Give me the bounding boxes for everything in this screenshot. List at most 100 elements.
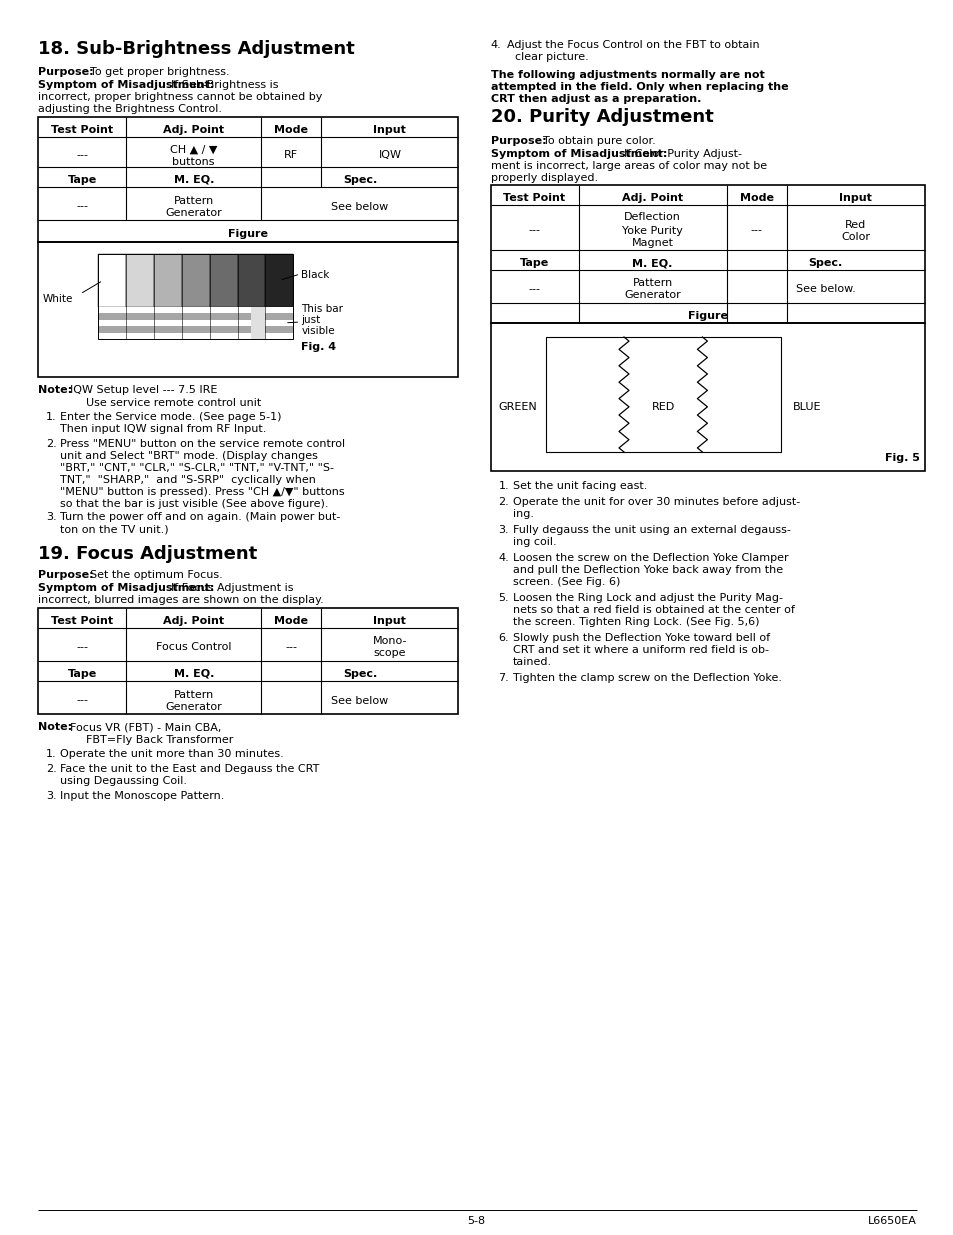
Text: 7.: 7. bbox=[498, 673, 509, 683]
Text: 5-8: 5-8 bbox=[467, 1216, 485, 1226]
Text: Mode: Mode bbox=[274, 125, 308, 135]
Text: Adjust the Focus Control on the FBT to obtain: Adjust the Focus Control on the FBT to o… bbox=[506, 40, 759, 49]
Text: ---: --- bbox=[76, 695, 88, 705]
Text: Operate the unit more than 30 minutes.: Operate the unit more than 30 minutes. bbox=[60, 748, 283, 760]
Text: Color: Color bbox=[841, 231, 869, 242]
Text: ---: --- bbox=[76, 149, 88, 161]
Text: Test Point: Test Point bbox=[51, 616, 113, 626]
Text: Focus VR (FBT) - Main CBA,: Focus VR (FBT) - Main CBA, bbox=[70, 722, 221, 732]
Bar bbox=[98, 254, 126, 306]
Text: buttons: buttons bbox=[172, 157, 214, 167]
Bar bbox=[98, 306, 293, 314]
Text: M. EQ.: M. EQ. bbox=[173, 175, 213, 185]
Text: Input: Input bbox=[373, 616, 406, 626]
Text: 4.: 4. bbox=[498, 553, 509, 563]
Text: Red: Red bbox=[844, 220, 865, 230]
Text: Fig. 5: Fig. 5 bbox=[884, 453, 919, 463]
Text: To obtain pure color.: To obtain pure color. bbox=[542, 136, 655, 146]
Bar bbox=[98, 320, 293, 326]
Bar bbox=[490, 185, 924, 324]
Text: Fully degauss the unit using an external degauss-: Fully degauss the unit using an external… bbox=[512, 525, 790, 535]
Text: GREEN: GREEN bbox=[498, 403, 537, 412]
Text: Input: Input bbox=[373, 125, 406, 135]
Text: properly displayed.: properly displayed. bbox=[490, 173, 597, 183]
Bar bbox=[98, 254, 293, 338]
Text: CRT and set it where a uniform red field is ob-: CRT and set it where a uniform red field… bbox=[512, 645, 768, 655]
Text: Input: Input bbox=[839, 193, 871, 203]
Text: Input the Monoscope Pattern.: Input the Monoscope Pattern. bbox=[60, 790, 224, 802]
Text: Enter the Service mode. (See page 5-1): Enter the Service mode. (See page 5-1) bbox=[60, 412, 281, 422]
Text: the screen. Tighten Ring Lock. (See Fig. 5,6): the screen. Tighten Ring Lock. (See Fig.… bbox=[512, 618, 759, 627]
Text: RF: RF bbox=[284, 149, 298, 161]
Text: 2.: 2. bbox=[46, 764, 57, 774]
Text: and pull the Deflection Yoke back away from the: and pull the Deflection Yoke back away f… bbox=[512, 564, 781, 576]
Text: Generator: Generator bbox=[165, 701, 222, 711]
Text: Yoke Purity: Yoke Purity bbox=[621, 226, 682, 236]
Text: Press "MENU" button on the service remote control: Press "MENU" button on the service remot… bbox=[60, 438, 345, 450]
Text: ment is incorrect, large areas of color may not be: ment is incorrect, large areas of color … bbox=[490, 161, 766, 170]
Text: ing coil.: ing coil. bbox=[512, 537, 556, 547]
Text: Turn the power off and on again. (Main power but-: Turn the power off and on again. (Main p… bbox=[60, 513, 340, 522]
Text: 20. Purity Adjustment: 20. Purity Adjustment bbox=[490, 107, 713, 126]
Text: Spec.: Spec. bbox=[342, 669, 376, 679]
Text: Slowly push the Deflection Yoke toward bell of: Slowly push the Deflection Yoke toward b… bbox=[512, 634, 769, 643]
Text: The following adjustments normally are not: The following adjustments normally are n… bbox=[490, 70, 763, 80]
Text: RED: RED bbox=[651, 403, 674, 412]
Text: attempted in the field. Only when replacing the: attempted in the field. Only when replac… bbox=[490, 82, 787, 91]
Text: ton on the TV unit.): ton on the TV unit.) bbox=[60, 524, 169, 534]
Text: ---: --- bbox=[528, 284, 540, 294]
Text: 1.: 1. bbox=[46, 412, 56, 422]
Bar bbox=[265, 254, 293, 306]
Text: ---: --- bbox=[76, 642, 88, 652]
Text: Adj. Point: Adj. Point bbox=[163, 616, 224, 626]
Text: White: White bbox=[43, 294, 73, 304]
Text: 1.: 1. bbox=[46, 748, 56, 760]
Text: Test Point: Test Point bbox=[503, 193, 565, 203]
Text: unit and Select "BRT" mode. (Display changes: unit and Select "BRT" mode. (Display cha… bbox=[60, 451, 317, 461]
Text: Symptom of Misadjustment:: Symptom of Misadjustment: bbox=[38, 583, 214, 593]
Text: adjusting the Brightness Control.: adjusting the Brightness Control. bbox=[38, 104, 222, 114]
Text: Deflection: Deflection bbox=[623, 212, 680, 222]
Text: Operate the unit for over 30 minutes before adjust-: Operate the unit for over 30 minutes bef… bbox=[512, 496, 799, 508]
Text: Purpose:: Purpose: bbox=[38, 571, 93, 580]
Text: This bar: This bar bbox=[301, 304, 343, 314]
Text: 3.: 3. bbox=[46, 790, 56, 802]
Text: ---: --- bbox=[750, 226, 762, 236]
Bar bbox=[490, 324, 924, 471]
Text: FBT=Fly Back Transformer: FBT=Fly Back Transformer bbox=[86, 735, 233, 745]
Text: M. EQ.: M. EQ. bbox=[173, 669, 213, 679]
Text: visible: visible bbox=[301, 326, 335, 336]
Text: incorrect, blurred images are shown on the display.: incorrect, blurred images are shown on t… bbox=[38, 595, 323, 605]
Text: ---: --- bbox=[528, 226, 540, 236]
Text: Set the optimum Focus.: Set the optimum Focus. bbox=[90, 571, 223, 580]
Text: If Focus Adjustment is: If Focus Adjustment is bbox=[171, 583, 294, 593]
Text: Purpose:: Purpose: bbox=[490, 136, 545, 146]
Bar bbox=[545, 337, 780, 452]
Text: CRT then adjust as a preparation.: CRT then adjust as a preparation. bbox=[490, 94, 700, 104]
Text: Pattern: Pattern bbox=[173, 689, 213, 699]
Text: Mono-: Mono- bbox=[373, 636, 407, 646]
Text: See below: See below bbox=[331, 695, 388, 705]
Text: 3.: 3. bbox=[46, 513, 56, 522]
Text: See below.: See below. bbox=[795, 284, 855, 294]
Bar bbox=[38, 242, 458, 377]
Text: clear picture.: clear picture. bbox=[514, 52, 588, 62]
Text: Symptom of Misadjustment:: Symptom of Misadjustment: bbox=[490, 149, 666, 159]
Text: 4.: 4. bbox=[490, 40, 500, 49]
Text: Tape: Tape bbox=[68, 175, 96, 185]
Text: TNT,"  "SHARP,"  and "S-SRP"  cyclically when: TNT," "SHARP," and "S-SRP" cyclically wh… bbox=[60, 475, 315, 485]
Bar bbox=[98, 326, 293, 332]
Text: so that the bar is just visible (See above figure).: so that the bar is just visible (See abo… bbox=[60, 499, 328, 509]
Text: 18. Sub-Brightness Adjustment: 18. Sub-Brightness Adjustment bbox=[38, 40, 355, 58]
Text: Mode: Mode bbox=[739, 193, 773, 203]
Text: Note:: Note: bbox=[38, 722, 72, 732]
Text: To get proper brightness.: To get proper brightness. bbox=[90, 67, 230, 77]
Text: Spec.: Spec. bbox=[342, 175, 376, 185]
Text: Note:: Note: bbox=[38, 385, 72, 395]
Text: IQW Setup level --- 7.5 IRE: IQW Setup level --- 7.5 IRE bbox=[70, 385, 217, 395]
Text: Use service remote control unit: Use service remote control unit bbox=[86, 398, 261, 408]
Text: If Sub-Brightness is: If Sub-Brightness is bbox=[171, 80, 278, 90]
Text: Tighten the clamp screw on the Deflection Yoke.: Tighten the clamp screw on the Deflectio… bbox=[512, 673, 781, 683]
Bar bbox=[153, 254, 182, 306]
Text: nets so that a red field is obtained at the center of: nets so that a red field is obtained at … bbox=[512, 605, 794, 615]
